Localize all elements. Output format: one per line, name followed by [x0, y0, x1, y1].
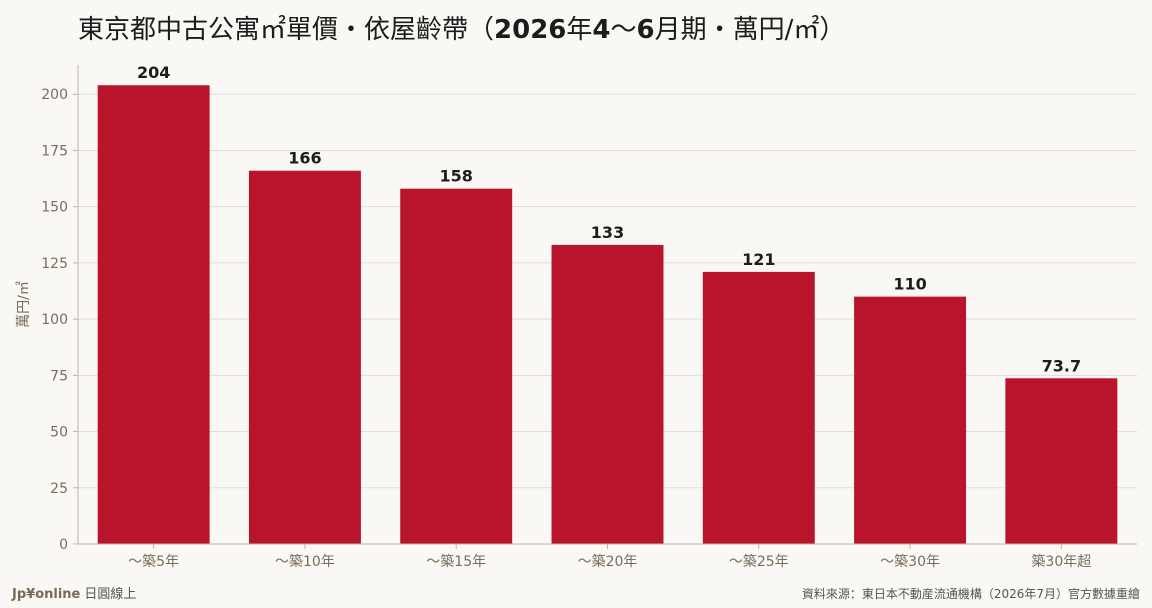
bar: [248, 170, 361, 545]
title-year: 2026: [494, 15, 567, 45]
data-label: 166: [288, 149, 321, 168]
brand-subtitle: 日圓線上: [84, 587, 137, 602]
y-tick-label: 100: [41, 312, 68, 328]
title-period-end: 6: [636, 15, 655, 45]
title-tilde: 〜: [610, 15, 637, 45]
data-label: 110: [893, 275, 926, 294]
bar: [400, 188, 513, 545]
x-tick-label: 〜築10年: [275, 554, 335, 570]
chart-title: 東京都中古公寓㎡單價・依屋齡帶（2026年4〜6月期・萬円/㎡）: [78, 10, 845, 50]
x-tick-label: 〜築25年: [729, 554, 789, 570]
bar: [97, 85, 210, 544]
y-tick-label: 75: [50, 368, 68, 384]
source-note: 資料來源：東日本不動産流通機構（2026年7月）官方數據重繪: [801, 587, 1140, 601]
bars: [97, 85, 1118, 545]
bar: [854, 296, 967, 544]
title-year-unit: 年: [566, 15, 593, 45]
bar: [551, 244, 664, 544]
y-tick-label: 0: [59, 537, 68, 553]
x-tick-label: 築30年超: [1031, 554, 1091, 570]
data-label: 204: [137, 63, 170, 82]
title-period-start: 4: [592, 15, 611, 45]
bar: [702, 271, 815, 544]
x-tick-label: 〜築5年: [128, 554, 179, 570]
data-label: 158: [440, 167, 473, 186]
title-suffix: ）: [819, 15, 846, 45]
data-label: 133: [591, 223, 624, 242]
axes: 0 25 50 75 100 125 150 175 200 〜築5年 〜築10年 〜築15年 〜築20…: [16, 65, 1137, 570]
y-tick-label: 50: [50, 425, 68, 441]
data-labels: 204 166 158 133 121 110 73.7: [137, 63, 1081, 375]
data-label: 121: [742, 250, 775, 269]
title-period-unit: 月期・萬円/㎡: [654, 15, 820, 45]
y-tick-label: 25: [50, 481, 68, 497]
bar: [1005, 378, 1118, 544]
x-tick-label: 〜築30年: [880, 554, 940, 570]
data-label: 73.7: [1042, 356, 1081, 375]
y-axis-label: 萬円/㎡: [16, 281, 32, 328]
y-tick-label: 200: [41, 87, 68, 103]
y-tick-label: 175: [41, 143, 68, 159]
brand-footer: Jp¥online 日圓線上: [12, 583, 136, 602]
x-tick-label: 〜築20年: [578, 554, 638, 570]
y-tick-label: 150: [41, 200, 68, 216]
brand-name: Jp¥online: [12, 587, 81, 602]
y-tick-label: 125: [41, 256, 68, 272]
title-prefix: 東京都中古公寓㎡單價・依屋齡帶（: [78, 15, 495, 45]
x-tick-label: 〜築15年: [426, 554, 486, 570]
